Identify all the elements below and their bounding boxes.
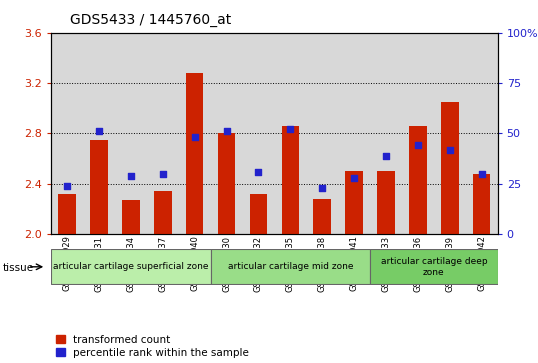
Point <box>126 173 135 179</box>
Point <box>63 183 72 189</box>
Bar <box>250 194 267 234</box>
Bar <box>338 33 370 234</box>
Bar <box>147 33 179 234</box>
Bar <box>370 249 498 284</box>
Bar <box>210 249 370 284</box>
Point <box>445 147 454 152</box>
Point <box>318 185 327 191</box>
Bar <box>314 199 331 234</box>
Bar <box>218 134 235 234</box>
Bar <box>186 73 203 234</box>
Bar <box>90 140 108 234</box>
Bar <box>377 171 395 234</box>
Bar <box>243 33 274 234</box>
Bar <box>434 33 466 234</box>
Bar <box>122 200 140 234</box>
Bar <box>51 249 210 284</box>
Bar <box>281 126 299 234</box>
Bar <box>370 33 402 234</box>
Legend: transformed count, percentile rank within the sample: transformed count, percentile rank withi… <box>56 335 249 358</box>
Bar <box>210 33 243 234</box>
Bar <box>274 33 306 234</box>
Bar <box>154 191 172 234</box>
Bar <box>409 126 427 234</box>
Bar <box>466 33 498 234</box>
Text: articular cartilage superficial zone: articular cartilage superficial zone <box>53 262 209 271</box>
Text: tissue: tissue <box>3 263 34 273</box>
Bar <box>345 171 363 234</box>
Text: articular cartilage deep
zone: articular cartilage deep zone <box>380 257 487 277</box>
Bar <box>402 33 434 234</box>
Point <box>158 171 167 177</box>
Text: articular cartilage mid zone: articular cartilage mid zone <box>228 262 353 271</box>
Bar <box>115 33 147 234</box>
Point <box>477 171 486 177</box>
Point <box>381 153 390 159</box>
Bar <box>473 174 491 234</box>
Point <box>254 169 263 175</box>
Bar <box>179 33 210 234</box>
Point <box>222 129 231 134</box>
Point <box>350 175 358 181</box>
Bar <box>306 33 338 234</box>
Bar <box>441 102 458 234</box>
Bar <box>58 194 76 234</box>
Point <box>95 129 103 134</box>
Point <box>190 135 199 140</box>
Bar <box>51 33 83 234</box>
Point <box>414 143 422 148</box>
Point <box>286 126 295 132</box>
Text: GDS5433 / 1445760_at: GDS5433 / 1445760_at <box>70 13 231 27</box>
Bar <box>83 33 115 234</box>
